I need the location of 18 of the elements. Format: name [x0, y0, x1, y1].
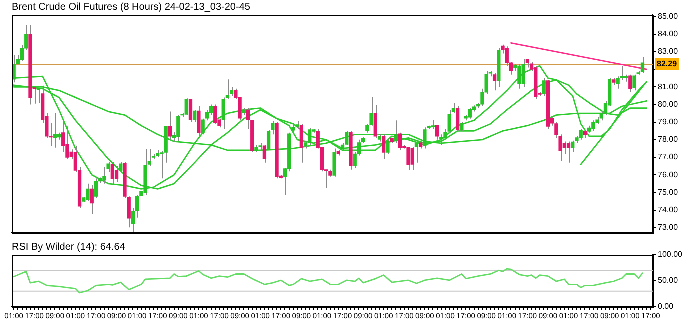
y-tick-label: 84.00 [658, 30, 679, 39]
y-tick-label: 50.00 [658, 276, 679, 286]
y-tick-label: 78.00 [658, 135, 679, 144]
y-tick-label: 0.00 [658, 302, 674, 312]
y-tick-label: 73.00 [658, 223, 679, 232]
y-tick-label: 81.00 [658, 82, 679, 92]
y-tick-label: 77.00 [658, 152, 679, 162]
y-tick-label: 83.00 [658, 47, 679, 56]
y-tick-label: 79.00 [658, 118, 679, 127]
ref-line-label: 82.29 [657, 60, 678, 69]
y-tick-label: 76.00 [658, 170, 679, 180]
chart-title: Brent Crude Oil Futures (8 Hours) 24-02-13_03-20-45 [12, 2, 251, 13]
y-tick-label: 74.00 [658, 206, 679, 215]
y-tick-label: 100.00 [658, 250, 684, 260]
chart-title: RSI By Wilder (14): 64.64 [12, 242, 126, 253]
y-tick-label: 85.00 [658, 12, 679, 21]
y-tick-label: 75.00 [658, 188, 679, 197]
y-tick-label: 80.00 [658, 100, 679, 109]
